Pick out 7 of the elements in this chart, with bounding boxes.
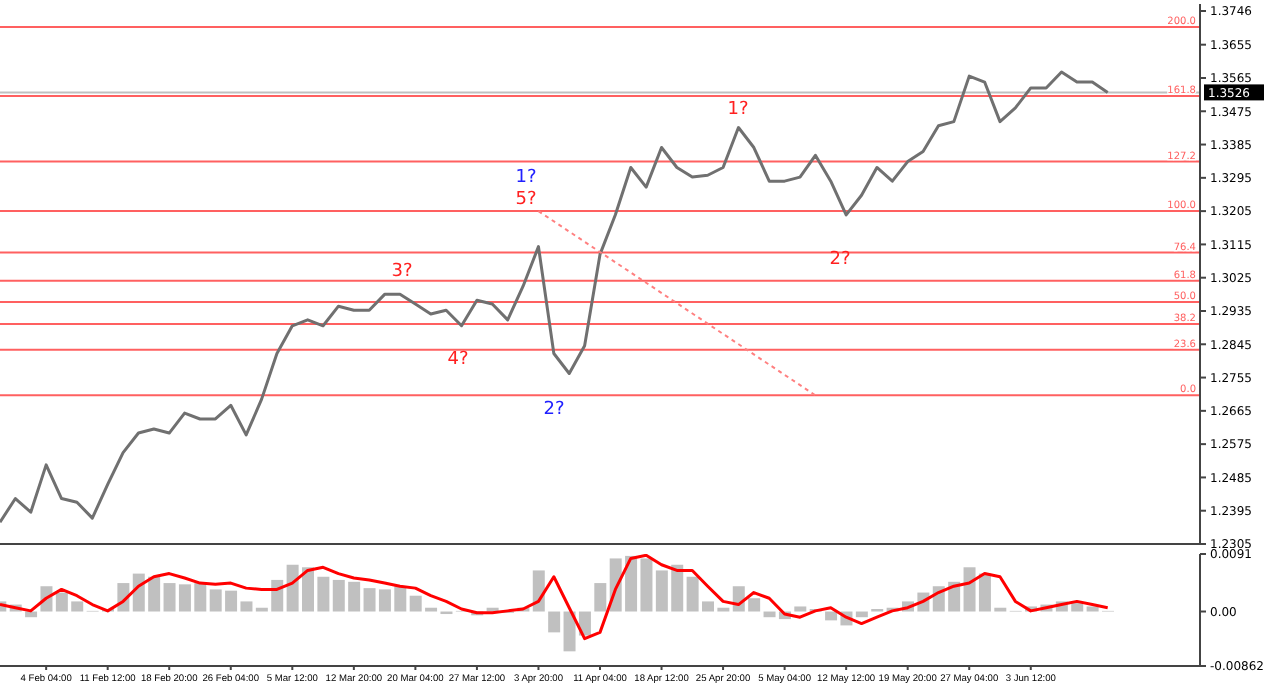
annotation: 5?: [513, 190, 539, 212]
annotation: 3?: [389, 262, 415, 284]
annotation: 2?: [541, 400, 567, 422]
annotation: 4?: [445, 350, 471, 372]
annotation: 1?: [725, 100, 751, 122]
annotation: 1?: [513, 168, 539, 190]
annotation: 2?: [827, 250, 853, 272]
